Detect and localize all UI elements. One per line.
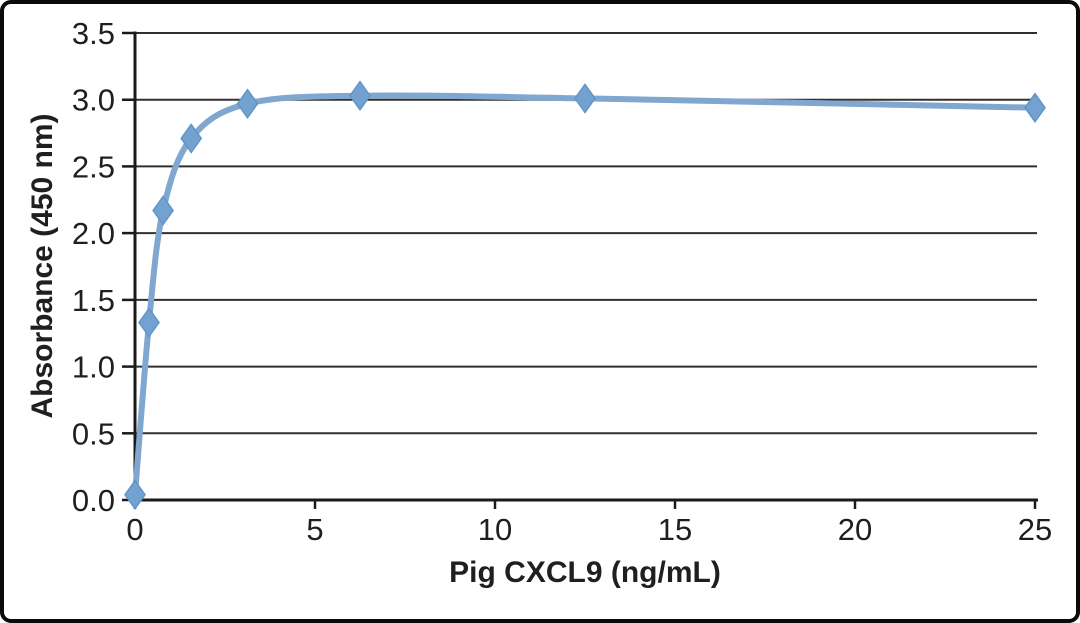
series-line	[132, 92, 1038, 498]
data-point-marker-x1.56	[180, 123, 203, 154]
y-tick-label-2.5: 2.5	[72, 149, 115, 184]
series-line-group	[132, 92, 1038, 498]
axis-lines	[133, 31, 1038, 502]
data-point-marker-x3.125	[236, 88, 259, 119]
y-tick-label-3.5: 3.5	[72, 16, 115, 51]
data-point-marker-x25	[1024, 92, 1046, 123]
data-point-marker-x0.39	[138, 307, 160, 338]
data-point-marker-x12.5	[574, 83, 596, 114]
data-point-marker-x0.78	[152, 195, 175, 226]
y-tick-label-1.0: 1.0	[72, 350, 115, 385]
y-tick-label-1.5: 1.5	[72, 283, 115, 318]
tick-labels: 0.0 0.5 1.0 1.5 2.0 2.5 3.0 3.5 0 5 10 15 20 25	[72, 16, 1052, 547]
x-tick-label-5: 5	[306, 512, 323, 547]
data-point-marker-x6.25	[349, 80, 371, 111]
y-tick-label-0.0: 0.0	[72, 483, 115, 518]
data-point-marker-x0	[124, 479, 146, 510]
x-tick-label-20: 20	[838, 512, 872, 547]
series-markers	[124, 80, 1046, 510]
x-axis-title: Pig CXCL9 (ng/mL)	[449, 556, 721, 589]
x-tick-label-0: 0	[126, 512, 143, 547]
y-axis-title: Absorbance (450 nm)	[26, 113, 59, 418]
y-tick-label-0.5: 0.5	[72, 416, 115, 451]
y-tick-label-3.0: 3.0	[72, 83, 115, 118]
elisa-standard-curve-chart: 0.0 0.5 1.0 1.5 2.0 2.5 3.0 3.5 0 5 10 15 20 25 Absor…	[26, 16, 1052, 589]
x-tick-label-25: 25	[1018, 512, 1052, 547]
x-tick-label-15: 15	[658, 512, 692, 547]
x-tick-label-10: 10	[478, 512, 512, 547]
y-tick-label-2.0: 2.0	[72, 216, 115, 251]
